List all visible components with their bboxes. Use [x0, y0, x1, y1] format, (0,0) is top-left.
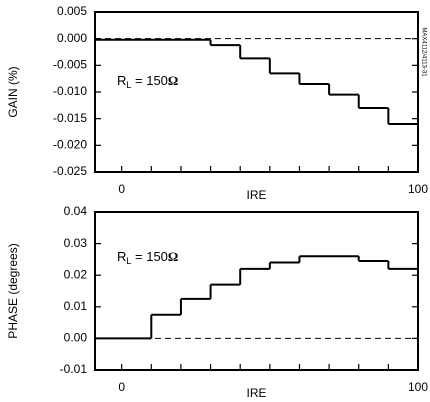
- y-tick-label: 0.00: [64, 331, 88, 345]
- y-tick-label: 0.005: [57, 4, 87, 18]
- y-tick-label: -0.010: [53, 84, 87, 98]
- x-tick-label: 0: [118, 182, 125, 196]
- annotation-rest: = 150: [131, 249, 168, 264]
- y-tick-label: 0.01: [64, 299, 88, 313]
- y-tick-label: 0.02: [64, 267, 88, 281]
- side-note: MAX4112/4113-31: [420, 27, 426, 77]
- y-tick-label: -0.025: [53, 164, 87, 178]
- annotation-main: R: [117, 249, 126, 264]
- plot-frame: [94, 211, 419, 371]
- y-tick-label: -0.005: [53, 58, 87, 72]
- x-tick-label: 0: [118, 380, 125, 394]
- y-tick-label: 0.03: [64, 236, 88, 250]
- annotation: RL = 150Ω: [117, 249, 178, 266]
- annotation-unit: Ω: [168, 249, 178, 264]
- x-tick-label: 100: [408, 380, 428, 394]
- x-axis-label: IRE: [246, 386, 266, 400]
- y-tick-label: -0.01: [60, 362, 88, 376]
- y-axis-label: GAIN (%): [6, 66, 20, 117]
- annotation-rest: = 150: [131, 73, 168, 88]
- annotation-unit: Ω: [168, 73, 178, 88]
- y-tick-label: -0.020: [53, 138, 87, 152]
- annotation-sub: L: [126, 80, 131, 90]
- plot-frame: [94, 11, 419, 173]
- y-tick-label: 0.000: [57, 31, 87, 45]
- x-axis-label: IRE: [246, 188, 266, 202]
- y-axis-label: PHASE (degrees): [6, 243, 20, 338]
- annotation-main: R: [117, 73, 126, 88]
- y-tick-label: 0.04: [64, 204, 88, 218]
- x-tick-label: 100: [408, 182, 428, 196]
- annotation-sub: L: [126, 256, 131, 266]
- y-tick-label: -0.015: [53, 111, 87, 125]
- annotation: RL = 150Ω: [117, 73, 178, 90]
